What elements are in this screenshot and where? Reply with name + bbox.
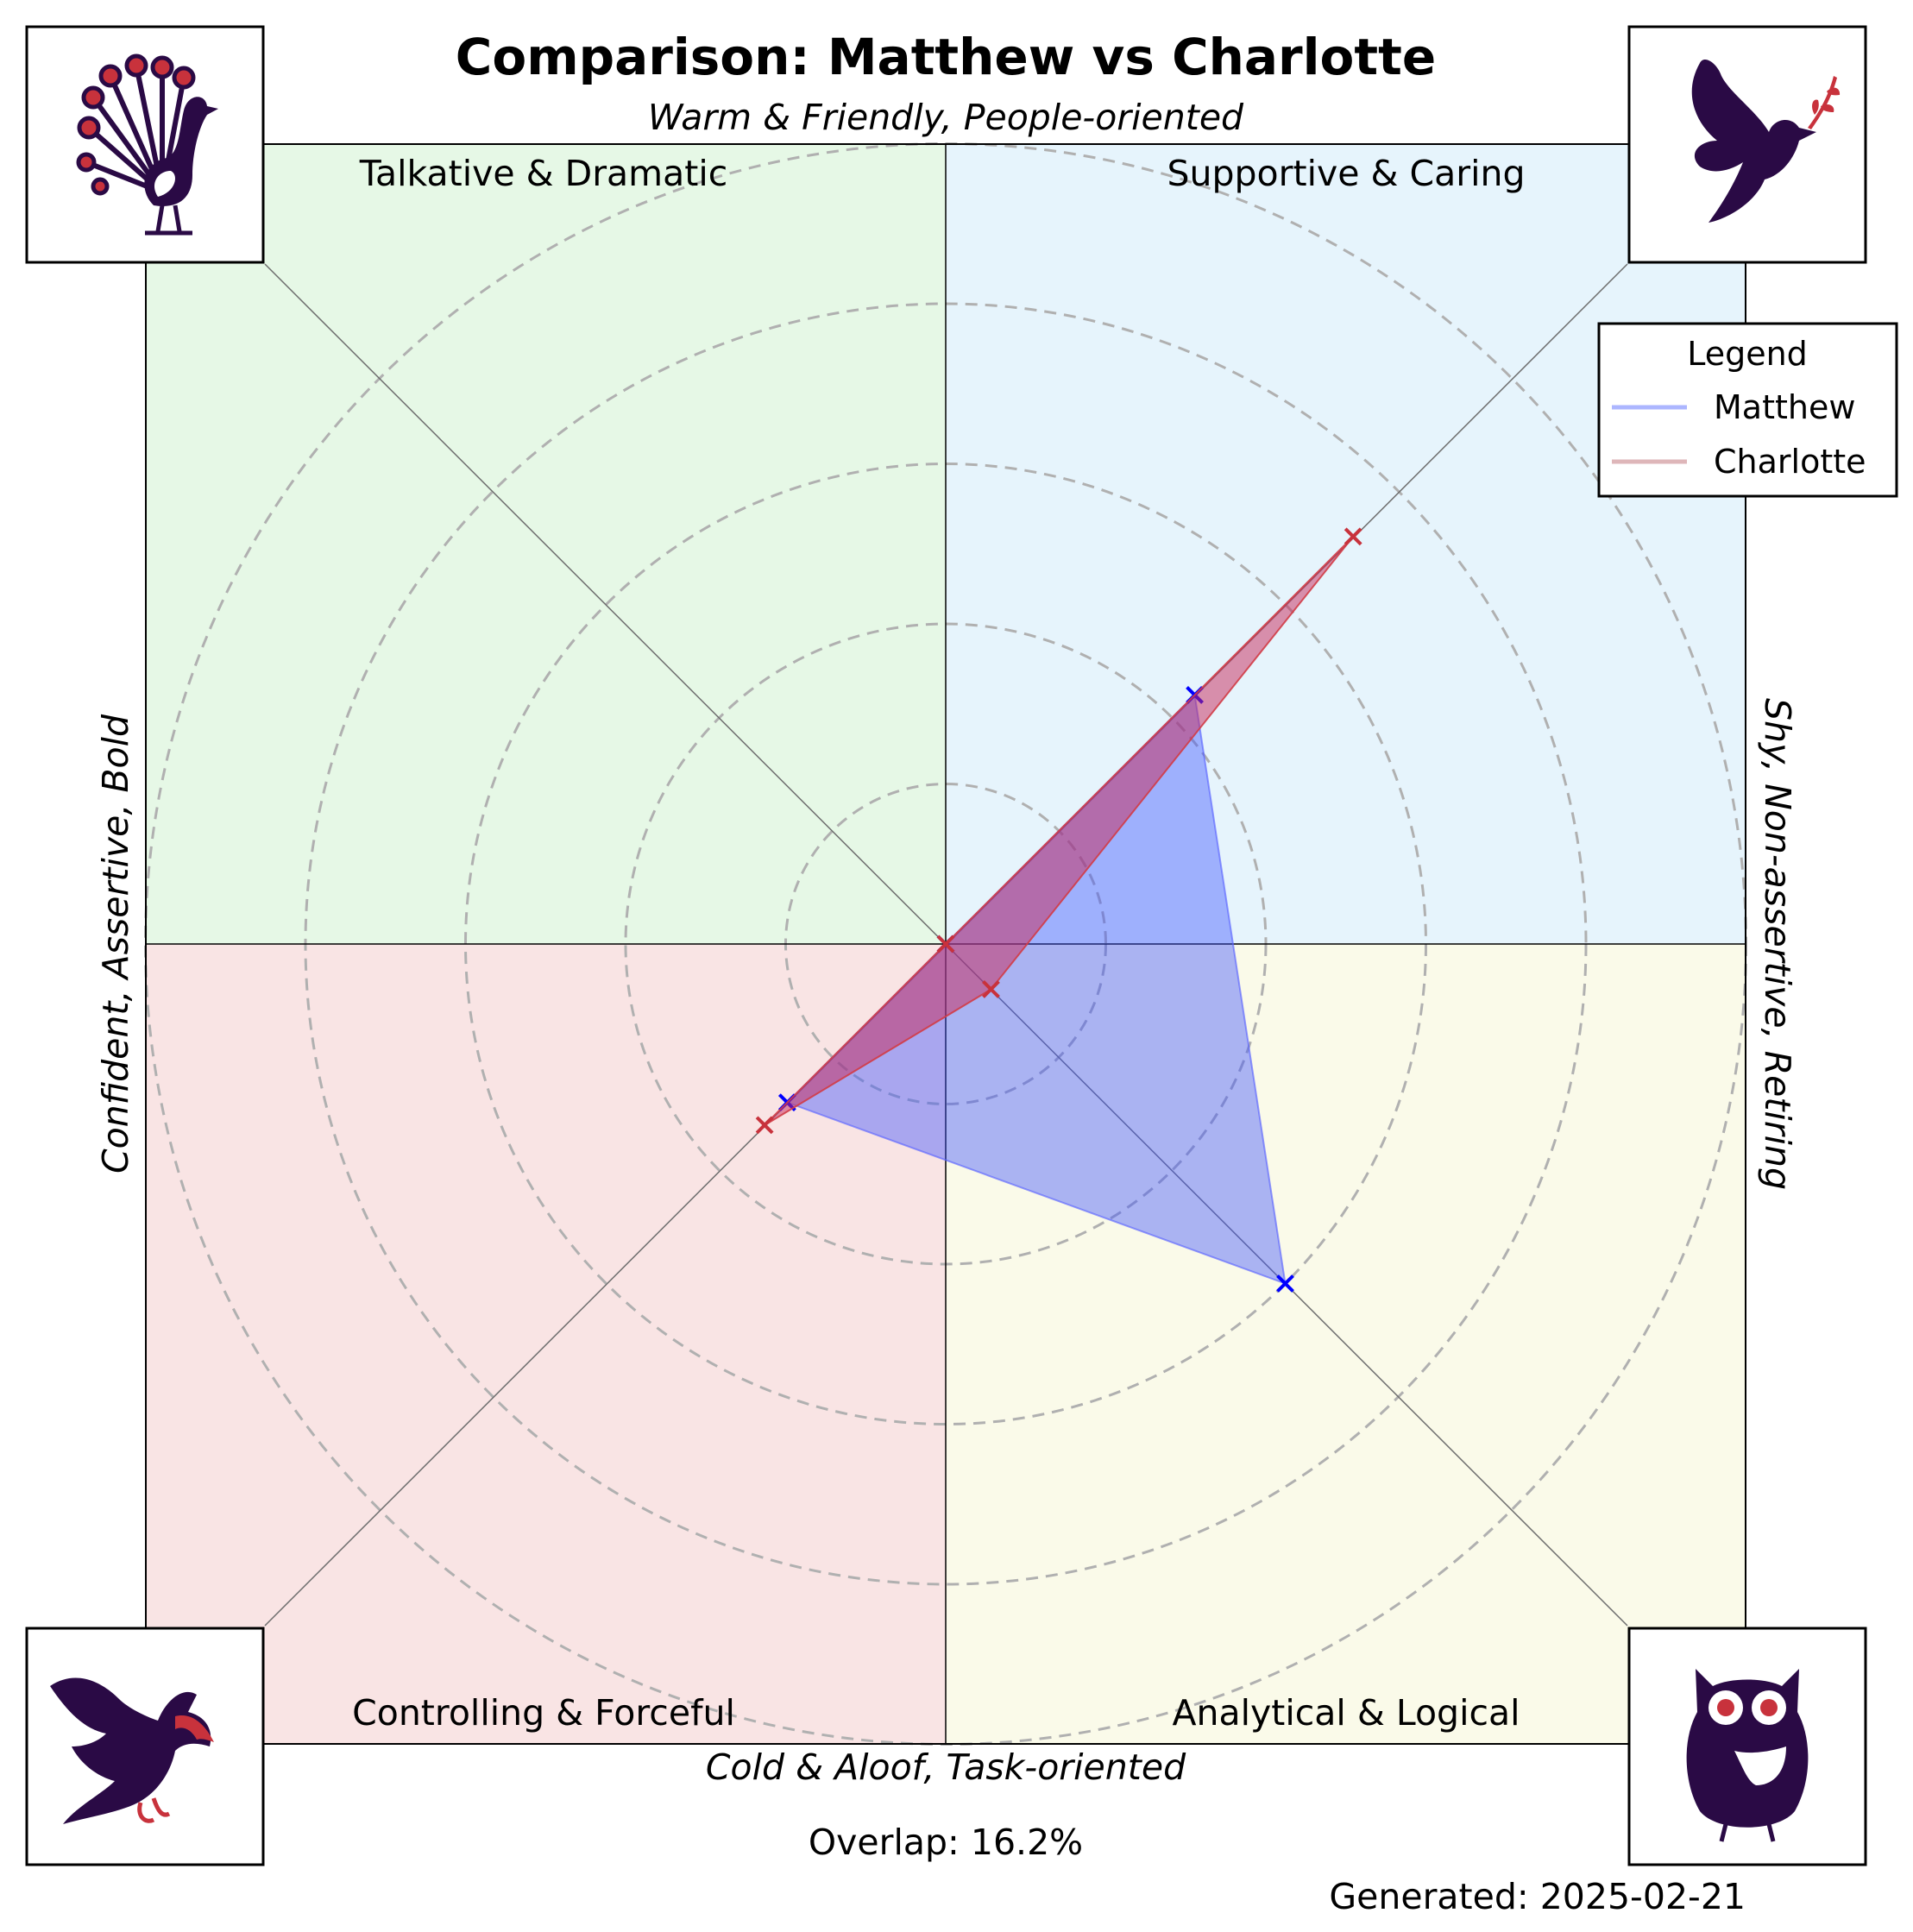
axis-label-right: Shy, Non-assertive, Retiring — [1757, 698, 1798, 1190]
quadrant-label-top-left: Talkative & Dramatic — [359, 153, 728, 194]
legend: Legend Matthew Charlotte — [1597, 322, 1898, 498]
generated-date: Generated: 2025-02-21 — [1329, 1876, 1746, 1917]
point-charlotte-bottom-left — [755, 1116, 774, 1135]
quadrant-label-bottom-right: Analytical & Logical — [1172, 1692, 1520, 1734]
peacock-icon-box — [25, 25, 265, 264]
legend-box — [1597, 322, 1898, 498]
overlap-text: Overlap: 16.2% — [809, 1822, 1083, 1863]
plot-frame — [145, 143, 1746, 1745]
legend-label-charlotte: Charlotte — [1714, 443, 1866, 481]
peacock-icon — [76, 53, 218, 236]
chart-title: Comparison: Matthew vs Charlotte — [456, 28, 1436, 86]
series-layer — [755, 527, 1362, 1293]
quadrant-label-bottom-left: Controlling & Forceful — [352, 1692, 735, 1734]
owl-icon — [1686, 1669, 1809, 1842]
point-charlotte-top-right — [1344, 527, 1362, 546]
eagle-icon-box — [25, 1627, 265, 1866]
point-charlotte-top-left — [936, 935, 955, 953]
point-matthew-bottom-right — [1276, 1274, 1294, 1293]
axis-label-top: Warm & Friendly, People-oriented — [648, 97, 1244, 138]
quadrant-label-top-right: Supportive & Caring — [1167, 153, 1525, 194]
owl-icon-box — [1627, 1627, 1867, 1866]
eagle-icon — [50, 1677, 214, 1824]
legend-title: Legend — [1687, 335, 1808, 373]
dove-icon — [1691, 59, 1841, 223]
dove-icon-box — [1627, 25, 1867, 264]
point-charlotte-bottom-right — [982, 980, 1000, 998]
legend-label-matthew: Matthew — [1714, 388, 1855, 426]
axis-label-left: Confident, Assertive, Bold — [95, 714, 136, 1174]
axis-label-bottom: Cold & Aloof, Task-oriented — [706, 1746, 1186, 1788]
